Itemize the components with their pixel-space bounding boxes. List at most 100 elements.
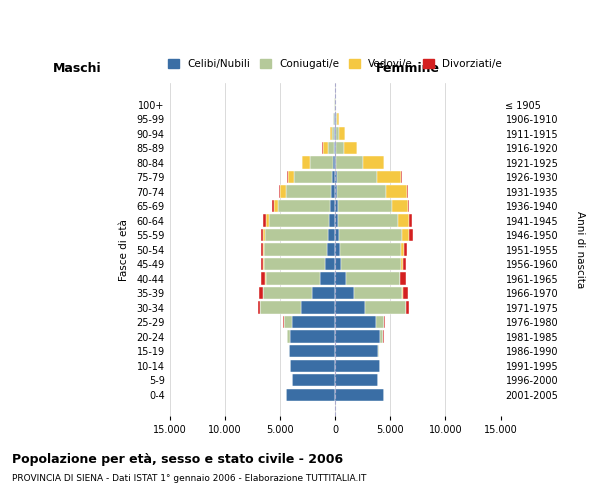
Bar [264,258,325,270]
Bar [263,229,265,241]
Bar [398,214,409,227]
Bar [409,214,412,227]
Bar [287,330,290,343]
Bar [335,374,378,386]
Bar [403,258,406,270]
Text: PROVINCIA DI SIENA - Dati ISTAT 1° gennaio 2006 - Elaborazione TUTTITALIA.IT: PROVINCIA DI SIENA - Dati ISTAT 1° genna… [12,474,367,483]
Bar [288,171,295,183]
Bar [386,186,407,198]
Bar [392,200,408,212]
Bar [301,302,335,314]
Bar [323,142,328,154]
Bar [403,287,408,300]
Bar [335,244,340,256]
Bar [344,142,357,154]
Bar [331,186,335,198]
Bar [400,272,406,285]
Bar [335,330,380,343]
Bar [377,171,401,183]
Bar [346,272,400,285]
Bar [335,113,337,125]
Bar [261,229,263,241]
Bar [339,229,402,241]
Bar [274,200,278,212]
Bar [265,229,328,241]
Legend: Celibi/Nubili, Coniugati/e, Vedovi/e, Divorziati/e: Celibi/Nubili, Coniugati/e, Vedovi/e, Di… [164,55,506,74]
Bar [287,171,288,183]
Bar [310,156,333,169]
Bar [320,272,335,285]
Bar [401,258,403,270]
Bar [338,200,392,212]
Bar [286,388,335,401]
Bar [335,360,380,372]
Bar [335,287,354,300]
Bar [337,113,338,125]
Bar [332,113,334,125]
Bar [402,229,409,241]
Bar [261,244,263,256]
Bar [332,128,334,140]
Bar [327,244,335,256]
Bar [335,200,338,212]
Bar [408,200,409,212]
Bar [332,171,335,183]
Bar [263,214,266,227]
Bar [290,360,335,372]
Bar [409,229,413,241]
Bar [334,128,335,140]
Bar [263,287,312,300]
Bar [330,200,335,212]
Bar [258,302,260,314]
Bar [335,388,383,401]
Bar [266,272,320,285]
Text: Femmine: Femmine [376,62,440,75]
Bar [335,214,338,227]
Bar [335,272,346,285]
Bar [261,258,263,270]
Bar [334,142,335,154]
Bar [340,244,401,256]
Bar [339,128,345,140]
Bar [292,374,335,386]
Bar [302,156,310,169]
Bar [278,200,330,212]
Bar [335,302,365,314]
Bar [335,345,378,358]
Bar [335,171,337,183]
Bar [337,186,386,198]
Bar [335,142,336,154]
Text: Popolazione per età, sesso e stato civile - 2006: Popolazione per età, sesso e stato civil… [12,452,343,466]
Bar [328,142,334,154]
Bar [266,214,269,227]
Bar [335,156,336,169]
Bar [329,214,335,227]
Bar [334,113,335,125]
Bar [330,128,332,140]
Bar [380,330,383,343]
Bar [269,214,329,227]
Bar [260,302,301,314]
Bar [338,214,398,227]
Bar [289,345,335,358]
Bar [406,302,409,314]
Bar [261,272,265,285]
Bar [335,316,376,328]
Bar [328,229,335,241]
Bar [333,156,335,169]
Text: Maschi: Maschi [52,62,101,75]
Bar [362,156,384,169]
Bar [354,287,403,300]
Bar [335,186,337,198]
Bar [263,244,264,256]
Bar [335,229,339,241]
Bar [290,330,335,343]
Bar [295,171,332,183]
Bar [337,171,377,183]
Bar [336,142,344,154]
Bar [401,244,404,256]
Bar [365,302,406,314]
Bar [376,316,384,328]
Bar [404,244,407,256]
Bar [325,258,335,270]
